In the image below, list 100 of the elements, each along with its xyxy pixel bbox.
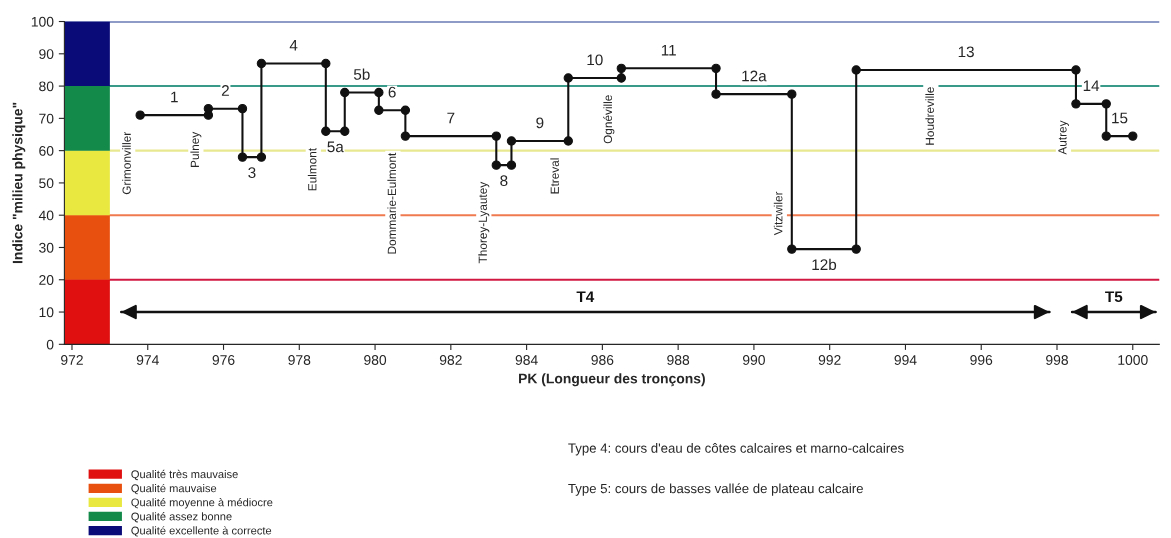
point [237, 103, 248, 114]
annotation: 13 [958, 46, 974, 58]
y-tick-label: 90 [39, 49, 54, 59]
x-tick-label: 994 [894, 355, 917, 365]
x-tick-label: 978 [288, 355, 311, 365]
point [400, 131, 411, 141]
annotation: Grimonviller [122, 131, 131, 195]
point [1128, 131, 1138, 141]
point [506, 136, 517, 146]
point [851, 244, 861, 254]
annotation: Ognéville [603, 95, 615, 144]
point [321, 126, 331, 136]
legend-label: Qualité excellente à correcte [131, 526, 272, 537]
point [374, 87, 384, 98]
series-label: T5 [1105, 291, 1123, 303]
y-tick-label: 20 [39, 275, 54, 285]
annotation: 11 [661, 44, 676, 56]
legend-label: Qualité assez bonne [131, 512, 232, 523]
point [237, 152, 248, 162]
bar [64, 279, 110, 345]
point [616, 63, 627, 74]
x-tick-label: 1000 [1118, 355, 1148, 365]
annotation: Houdreville [925, 87, 935, 145]
annotation: 9 [536, 117, 544, 129]
point [374, 105, 384, 115]
x-tick-label: 996 [970, 355, 993, 365]
point [321, 58, 331, 69]
x-tick-label: 980 [364, 355, 387, 365]
annotation: 2 [221, 85, 229, 96]
point [711, 63, 721, 74]
point [851, 65, 861, 75]
point [1101, 131, 1111, 141]
point [400, 105, 411, 115]
text: Type 4: cours d'eau de côtes calcaires et marno-calcaires [568, 443, 904, 456]
annotation: 12b [812, 258, 837, 271]
point [135, 110, 145, 120]
bar [64, 215, 110, 280]
annotation: Pulney [190, 131, 202, 167]
annotation: 3 [248, 167, 256, 179]
x-axis-title: PK (Longueur des tronçons) [519, 373, 705, 387]
point [563, 136, 573, 146]
bar [64, 21, 110, 87]
annotation: 10 [587, 54, 603, 66]
x-tick-label: 986 [591, 355, 614, 365]
x-tick-label: 974 [136, 355, 159, 365]
legend-label: Qualité mauvaise [131, 483, 217, 495]
annotation: 6 [388, 86, 396, 98]
annotation: 15 [1112, 112, 1128, 124]
x-tick-label: 984 [515, 355, 538, 365]
x-tick-label: 990 [742, 355, 765, 365]
point [256, 152, 267, 162]
point [711, 89, 721, 99]
point [787, 89, 797, 99]
annotation: Vitzwiler [773, 191, 783, 236]
series-label: T4 [576, 291, 595, 302]
bar [64, 86, 110, 151]
y-axis-title: Indice "milieu physique" [12, 102, 26, 264]
point [340, 87, 350, 98]
annotation: Autrey [1058, 120, 1069, 155]
x-tick-label: 982 [439, 355, 462, 365]
point [256, 58, 267, 69]
y-tick-label: 40 [38, 210, 54, 221]
point [1101, 99, 1111, 109]
annotation: Eulmont [307, 148, 317, 191]
annotation: 7 [447, 112, 455, 124]
text: Type 5: cours de basses vallée de plateau calcaire [568, 483, 863, 496]
y-tick-label: 70 [39, 113, 54, 124]
point [787, 244, 797, 254]
y-tick-label: 10 [39, 307, 54, 318]
point [491, 160, 501, 170]
annotation: 5b [353, 68, 370, 80]
y-tick-label: 30 [39, 242, 54, 253]
point [506, 160, 517, 170]
x-tick-label: 976 [212, 355, 235, 365]
point [1071, 99, 1081, 109]
y-tick-label: 80 [39, 81, 54, 92]
annotation: 8 [500, 175, 508, 187]
x-tick-label: 972 [61, 355, 83, 365]
point [563, 73, 573, 83]
bar [64, 150, 110, 216]
y-tick-label: 100 [31, 16, 54, 27]
annotation: 1 [171, 91, 178, 103]
legend-label: Qualité très mauvaise [131, 469, 238, 481]
x-tick-label: 992 [818, 355, 841, 365]
annotation: Thorey-Lyautey [478, 181, 490, 264]
annotation: 12a [742, 70, 767, 82]
point [616, 73, 627, 83]
annotation: 4 [289, 40, 298, 51]
annotation: 14 [1083, 80, 1100, 91]
x-tick-label: 988 [667, 355, 690, 365]
annotation: Etreval [550, 158, 559, 194]
y-tick-label: 60 [39, 145, 54, 156]
y-tick-label: 0 [46, 339, 54, 350]
legend-label: Qualité moyenne à médiocre [131, 498, 273, 509]
annotation: 5a [327, 141, 344, 153]
point [1071, 65, 1081, 75]
point [491, 131, 501, 141]
y-tick-label: 50 [39, 178, 54, 189]
x-tick-label: 998 [1046, 355, 1068, 365]
annotation: Dommarie-Eulmont [387, 152, 397, 254]
